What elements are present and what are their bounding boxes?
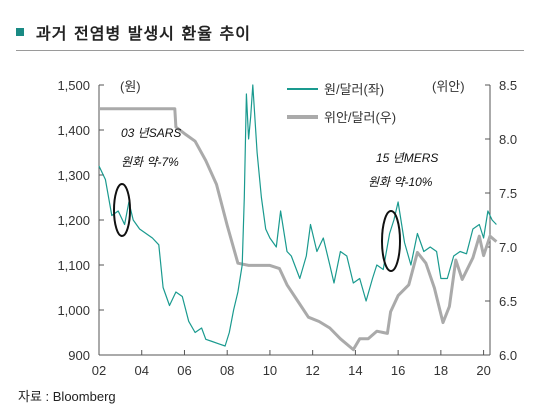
right-tick-label: 8.5	[499, 78, 517, 93]
left-tick-label: 1,300	[57, 168, 90, 183]
left-tick-label: 1,000	[57, 303, 90, 318]
left-tick-label: 1,500	[57, 78, 90, 93]
x-tick-label: 14	[348, 363, 362, 378]
left-axis-unit: (원)	[120, 79, 141, 94]
x-tick-label: 16	[391, 363, 405, 378]
legend-krw-label: 원/달러(좌)	[324, 82, 384, 97]
mers-highlight-ellipse	[381, 210, 401, 272]
x-tick-label: 06	[177, 363, 191, 378]
right-axis-ticks: 6.0 6.5 7.0 7.5 8.0 8.5	[485, 78, 517, 363]
x-tick-label: 18	[434, 363, 448, 378]
left-tick-label: 1,100	[57, 258, 90, 273]
right-tick-label: 6.0	[499, 348, 517, 363]
x-tick-label: 04	[134, 363, 148, 378]
sars-annotation-line2: 원화 약-7%	[121, 155, 179, 169]
mers-annotation-line1: 15 년MERS	[376, 151, 438, 165]
x-tick-label: 12	[305, 363, 319, 378]
source-note: 자료 : Bloomberg	[18, 389, 116, 404]
x-tick-label: 02	[92, 363, 106, 378]
left-tick-label: 900	[68, 348, 90, 363]
right-tick-label: 6.5	[499, 294, 517, 309]
right-axis-unit: (위안)	[432, 79, 465, 94]
right-tick-label: 8.0	[499, 132, 517, 147]
x-tick-label: 20	[476, 363, 490, 378]
sars-annotation: 03 년SARS 원화 약-7%	[113, 126, 181, 237]
mers-annotation: 15 년MERS 원화 약-10%	[368, 151, 438, 272]
mers-annotation-line2: 원화 약-10%	[368, 175, 433, 189]
right-tick-label: 7.0	[499, 240, 517, 255]
x-axis-ticks: 02 04 06 08 10 12 14 16 18 20	[92, 350, 491, 378]
left-axis-ticks: 900 1,000 1,100 1,200 1,300 1,400 1,500	[57, 78, 104, 363]
title-marker-icon	[16, 28, 24, 36]
left-tick-label: 1,400	[57, 123, 90, 138]
cny-series-line	[99, 107, 498, 352]
title-row: 과거 전염병 발생시 환율 추이	[16, 18, 251, 46]
krw-series-line	[98, 84, 497, 347]
x-tick-label: 10	[263, 363, 277, 378]
right-tick-label: 7.5	[499, 186, 517, 201]
page-title: 과거 전염병 발생시 환율 추이	[36, 24, 251, 43]
x-tick-label: 08	[220, 363, 234, 378]
sars-highlight-ellipse	[113, 183, 131, 237]
legend-cny-label: 위안/달러(우)	[324, 110, 396, 125]
title-divider	[16, 50, 524, 51]
legend: 원/달러(좌) 위안/달러(우)	[287, 82, 396, 125]
sars-annotation-line1: 03 년SARS	[121, 126, 181, 140]
left-tick-label: 1,200	[57, 213, 90, 228]
